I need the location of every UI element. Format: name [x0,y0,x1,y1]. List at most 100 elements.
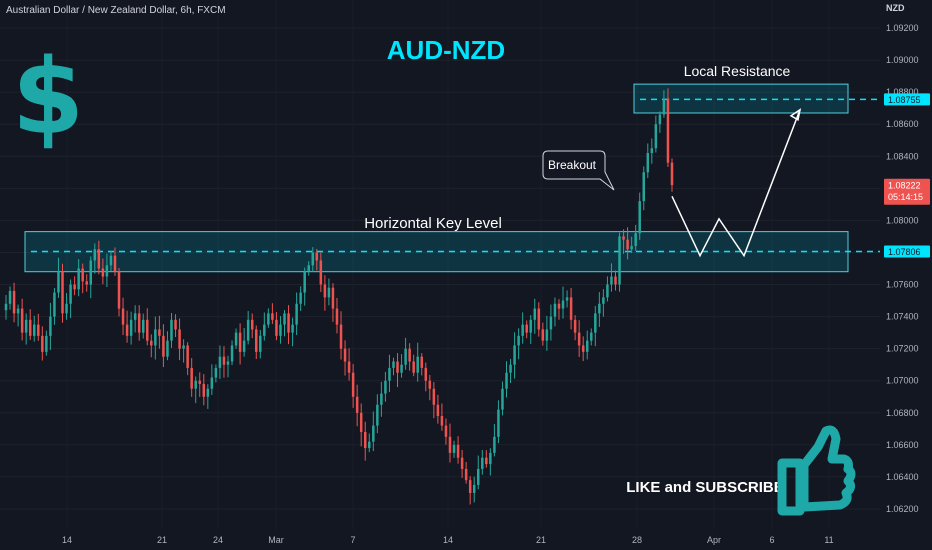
candle-body [420,356,423,368]
candle-body [614,276,617,285]
candle-body [218,356,222,368]
candle-body [275,319,278,336]
candle-body [392,361,395,368]
candle-body [424,367,428,381]
x-tick-label: 11 [824,535,833,545]
candle-body [384,380,387,394]
candle-body [541,329,545,341]
x-tick-label: 28 [632,535,642,545]
y-tick-label: 1.09000 [886,55,919,65]
y-tick-label: 1.06200 [886,504,919,514]
candle-body [319,260,323,285]
candle-body [468,480,472,493]
candle-body [150,340,153,346]
resistance-price-tag-bg [884,93,930,106]
candle-body [525,324,528,333]
candle-body [271,313,274,320]
y-tick-label: 1.06400 [886,472,919,482]
x-tick-label: Apr [707,535,721,545]
candle-body [137,313,141,333]
candle-body [154,329,157,346]
candle-body [501,388,504,410]
y-tick-label: 1.09200 [886,23,919,33]
y-tick-label: 1.08000 [886,215,919,225]
y-tick-label: 1.08400 [886,151,919,161]
y-tick-label: 1.08600 [886,119,919,129]
candle-body [101,268,105,277]
breakout-callout [542,150,615,191]
candle-body [61,271,64,314]
candle-body [109,255,113,266]
candle-body [622,236,625,240]
x-tick-label: Mar [268,535,284,545]
candle-body [146,319,149,341]
candle-body [388,367,391,381]
candle-body [561,300,565,309]
candle-body [485,457,488,465]
current-price-tag-countdown: 05:14:15 [888,192,923,202]
y-tick-label: 1.08800 [886,87,919,97]
candle-body [581,345,585,352]
candle-body [174,319,177,330]
x-tick-label: 21 [536,535,546,545]
candle-body [513,345,516,365]
candle-body [238,332,242,352]
key-level-price-tag: 1.07806 [888,247,921,257]
horizontal-key-level-label: Horizontal Key Level [364,215,502,232]
candle-body [283,313,286,325]
candle-body [45,335,48,352]
axis-currency-label: NZD [886,3,905,13]
candle-body [577,332,581,346]
candle-body [250,319,254,330]
x-tick-label: 6 [769,535,774,545]
candle-body [327,287,331,298]
candle-body [299,292,302,304]
candle-body [396,361,399,373]
candle-body [646,153,650,173]
thumb-hand [799,425,856,512]
candle-body [198,380,201,384]
candle-body [279,324,282,336]
candle-body [585,340,589,352]
local-resistance-label: Local Resistance [684,63,791,79]
x-tick-label: 14 [443,535,453,545]
candle-body [626,239,629,250]
chart-title: AUD-NZD [387,35,505,65]
candle-body [12,290,16,314]
candle-body [121,308,125,325]
candle-body [432,388,436,405]
y-tick-label: 1.06800 [886,408,919,418]
candle-body [658,114,662,125]
candle-body [4,303,8,311]
candle-body [505,372,508,389]
candle-body [654,124,658,149]
candle-body [444,425,448,437]
y-tick-label: 1.07000 [886,376,919,386]
candle-body [117,271,121,309]
current-price-tag: 1.08222 [888,180,921,190]
candle-body [590,332,593,341]
candle-body [97,249,101,269]
candle-body [194,380,197,389]
candle-body [77,268,80,290]
candle-body [650,148,654,154]
dollar-logo-icon: $ [12,36,84,158]
candle-body [452,444,456,453]
candle-body [606,284,609,298]
cta-label: LIKE and SUBSCRIBE [626,479,784,496]
candle-body [8,290,12,304]
candle-body [113,255,117,272]
candle-body [226,361,230,365]
candle-body [182,345,185,349]
x-tick-label: 14 [62,535,72,545]
candle-body [105,265,109,277]
y-tick-label: 1.07600 [886,280,919,290]
candle-body [598,303,601,314]
candle-body [521,324,524,336]
candle-body [557,303,561,309]
candle-body [202,383,206,397]
candle-body [456,444,460,458]
candle-body [129,319,133,336]
candle-body [170,319,173,341]
